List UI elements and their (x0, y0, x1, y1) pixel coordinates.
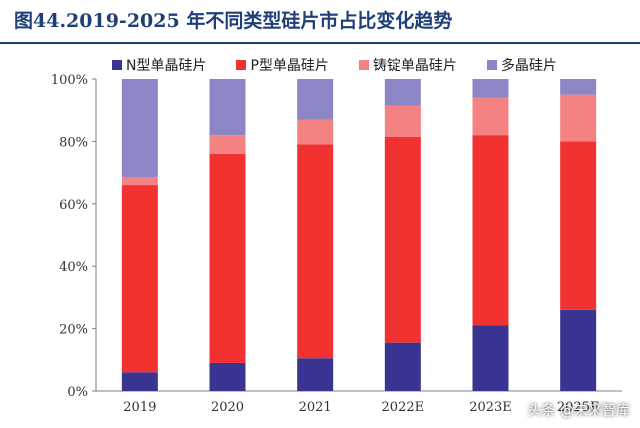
x-tick-label: 2022E (382, 400, 425, 415)
bar-segment (560, 94, 597, 142)
legend-swatch-multi (486, 60, 497, 70)
y-tick-label: 60% (59, 198, 88, 213)
bar-segment (209, 362, 246, 391)
legend-swatch-cast-mono (358, 60, 369, 70)
bar-segment (297, 358, 334, 391)
legend-label-n-type: N型单晶硅片 (126, 58, 207, 74)
bar-segment (384, 136, 421, 343)
x-tick-label: 2021 (299, 400, 332, 415)
bar-segment (384, 105, 421, 137)
y-tick-label: 0% (67, 385, 88, 400)
y-tick-label: 100% (51, 73, 88, 88)
bar-segment (472, 325, 509, 391)
bar-segment (472, 79, 509, 98)
bar-segment (209, 135, 246, 154)
bar-segment (560, 79, 597, 95)
legend-label-p-type: P型单晶硅片 (250, 58, 329, 74)
y-tick-label: 20% (59, 323, 88, 338)
bar-segment (121, 372, 158, 391)
x-tick-label: 2019 (123, 400, 156, 415)
legend-label-cast-mono: 铸锭单晶硅片 (372, 58, 457, 74)
legend-item-n-type: N型单晶硅片 (112, 55, 206, 75)
legend-item-p-type: P型单晶硅片 (236, 55, 329, 75)
x-tick-label: 2020 (211, 400, 244, 415)
bar-segment (121, 185, 158, 373)
watermark: 头条 @未来智库 (527, 403, 630, 419)
legend-item-cast-mono: 铸锭单晶硅片 (358, 55, 457, 75)
bar-segment (209, 153, 246, 363)
x-tick-label: 2023E (469, 400, 512, 415)
bar-segment (384, 79, 421, 106)
bar-segment (560, 141, 597, 310)
legend-label-multi: 多晶硅片 (500, 58, 557, 74)
bar-segment (121, 177, 158, 186)
bar-segment (472, 135, 509, 326)
title-bar: 图44.2019-2025 年不同类型硅片市占比变化趋势 (0, 0, 640, 44)
chart-title: 图44.2019-2025 年不同类型硅片市占比变化趋势 (14, 10, 453, 32)
bar-segment (384, 342, 421, 391)
bar-segment (209, 79, 246, 136)
y-tick-label: 40% (59, 260, 88, 275)
bar-segment (121, 79, 158, 178)
bar-segment (297, 144, 334, 359)
legend-swatch-p-type (236, 60, 247, 70)
legend: N型单晶硅片 P型单晶硅片 铸锭单晶硅片 多晶硅片 (112, 55, 587, 75)
bar-segment (297, 119, 334, 145)
y-tick-label: 80% (59, 135, 88, 150)
bar-segment (560, 309, 597, 391)
legend-swatch-n-type (112, 60, 122, 70)
bar-segment (472, 97, 509, 136)
legend-item-multi: 多晶硅片 (486, 55, 557, 75)
x-tick-label: 2025E (557, 400, 600, 415)
bar-segment (297, 79, 334, 120)
